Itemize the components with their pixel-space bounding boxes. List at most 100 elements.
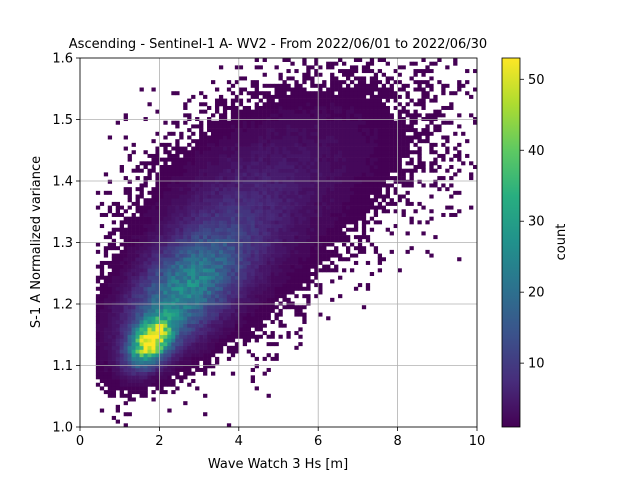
heatmap-cell [369,94,375,99]
heatmap-cell [338,150,343,155]
heatmap-cell [143,356,148,361]
heatmap-cell [147,286,152,291]
heatmap-cell [393,165,398,169]
heatmap-cell [199,165,204,169]
heatmap-cell [298,212,303,217]
heatmap-cell [155,205,160,210]
heatmap-cell [357,146,363,151]
heatmap-cell [179,231,184,236]
heatmap-cell [369,157,375,162]
heatmap-cell [298,286,303,291]
heatmap-cell [266,157,271,162]
heatmap-cell [234,220,240,225]
heatmap-cell [369,69,375,74]
heatmap-cell [365,179,371,184]
heatmap-cell [258,264,263,269]
heatmap-cell [294,257,299,262]
heatmap-cell [226,423,232,428]
heatmap-cell [286,249,291,254]
heatmap-cell [266,242,271,247]
heatmap-cell [226,286,232,291]
heatmap-cell [425,80,430,85]
heatmap-cell [171,165,176,169]
heatmap-cell [207,294,212,299]
heatmap-cell [191,312,196,317]
heatmap-cell [254,275,259,280]
heatmap-cell [147,216,152,221]
heatmap-cell [270,220,275,225]
heatmap-cell [369,205,375,210]
heatmap-cell [246,209,252,214]
heatmap-cell [385,80,390,85]
heatmap-cell [262,120,267,125]
heatmap-cell [365,198,371,203]
heatmap-cell [250,94,255,99]
heatmap-cell [274,246,279,251]
heatmap-cell [357,201,363,206]
heatmap-cell [115,212,120,217]
heatmap-cell [389,83,394,88]
heatmap-cell [207,161,212,166]
heatmap-cell [119,316,124,321]
heatmap-cell [322,120,327,125]
heatmap-cell [143,353,148,358]
heatmap-cell [357,168,363,173]
heatmap-cell [318,117,323,122]
heatmap-cell [282,290,287,295]
heatmap-cell [266,246,271,251]
heatmap-cell [151,331,156,336]
heatmap-cell [167,264,172,269]
heatmap-cell [326,249,331,254]
heatmap-cell [254,168,259,173]
heatmap-cell [373,98,379,103]
heatmap-cell [389,146,394,151]
heatmap-cell [171,371,176,376]
heatmap-cell [258,150,263,155]
heatmap-cell [373,165,379,169]
heatmap-cell [385,135,390,140]
heatmap-cell [302,165,307,169]
heatmap-cell [175,290,180,295]
heatmap-cell [334,120,339,125]
heatmap-cell [361,150,367,155]
heatmap-cell [345,249,351,254]
heatmap-cell [306,238,311,243]
heatmap-cell [179,264,184,269]
heatmap-cell [349,128,355,133]
heatmap-cell [290,216,295,221]
heatmap-cell [270,102,275,107]
heatmap-cell [135,165,140,169]
heatmap-cell [357,94,363,99]
heatmap-cell [151,212,156,217]
heatmap-cell [207,194,212,199]
heatmap-cell [242,142,248,147]
heatmap-cell [127,246,132,251]
heatmap-cell [342,205,347,210]
heatmap-cell [147,319,152,324]
heatmap-cell [199,146,204,151]
heatmap-cell [199,227,204,232]
heatmap-cell [250,290,255,295]
heatmap-cell [226,135,232,140]
heatmap-cell [127,342,132,347]
colorbar-tick-label: 50 [528,73,545,88]
heatmap-cell [302,268,307,273]
heatmap-cell [199,279,204,284]
heatmap-cell [278,109,283,114]
heatmap-cell [397,94,402,99]
heatmap-cell [238,220,244,225]
heatmap-cell [238,139,244,144]
heatmap-cell [302,201,307,206]
heatmap-cell [361,249,367,254]
heatmap-cell [361,165,367,169]
heatmap-cell [195,227,200,232]
heatmap-cell [163,231,168,236]
heatmap-cell [143,176,148,181]
heatmap-cell [167,142,172,147]
heatmap-cell [270,272,275,277]
heatmap-cell [365,146,371,151]
heatmap-cell [167,371,172,376]
heatmap-cell [334,216,339,221]
heatmap-cell [405,150,410,155]
heatmap-cell [345,157,351,162]
